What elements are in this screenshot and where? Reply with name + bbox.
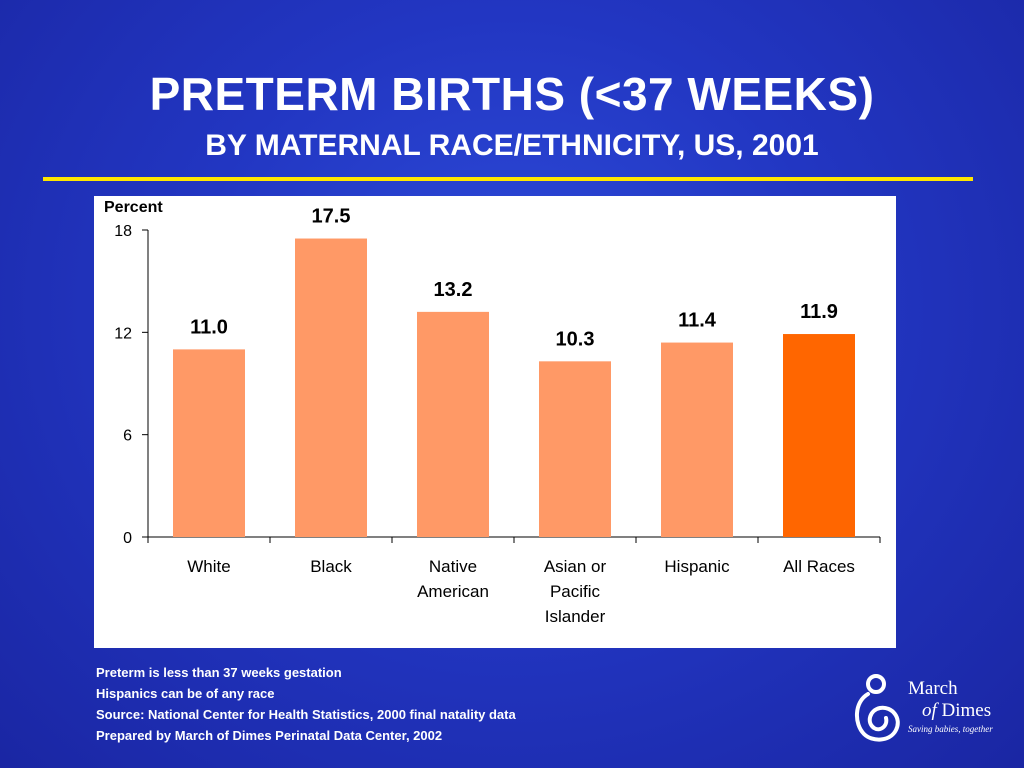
logo-text-of-dimes: of Dimes [922,700,991,722]
logo-text-of: of [922,700,937,721]
footnote: Preterm is less than 37 weeks gestation [96,665,342,680]
x-tick-label: Black [310,557,352,576]
title-divider [43,177,973,181]
x-tick-label: Islander [545,607,606,626]
logo-text-march: March [908,678,958,699]
bar [539,361,611,537]
bar-chart: Percent 0 6 12 18 11.0 White 17.5 Black 13.2 Nativ… [104,199,881,626]
y-tick-label: 18 [114,223,132,240]
data-label: 10.3 [556,328,595,350]
data-label: 11.0 [190,316,228,338]
data-label: 17.5 [312,206,351,228]
chart-panel: Percent 0 6 12 18 11.0 White 17.5 Black 13.2 Nativ… [94,196,896,648]
data-label: 11.9 [800,301,838,323]
bar [417,311,489,537]
data-label: 13.2 [434,279,473,301]
x-tick-label: White [187,557,230,576]
logo-tagline: Saving babies, together [908,724,993,734]
x-tick-label: All Races [783,557,855,576]
x-tick-label: Pacific [550,582,601,601]
y-axis-label: Percent [104,199,163,216]
bar [661,342,733,537]
data-label: 11.4 [678,310,717,332]
slide-title: PRETERM BIRTHS (<37 WEEKS) [149,68,875,120]
x-tick-label: American [417,582,489,601]
logo-text-dimes: Dimes [941,700,992,721]
bar [173,349,245,537]
march-of-dimes-logo: March of Dimes Saving babies, together [850,670,1000,750]
slide-subtitle: BY MATERNAL RACE/ETHNICITY, US, 2001 [205,129,819,162]
x-tick-label: Native [429,557,477,576]
y-tick-label: 12 [114,325,132,342]
footnotes: Preterm is less than 37 weeks gestation … [96,662,736,746]
footnote: Source: National Center for Health Stati… [96,707,516,722]
bar [783,334,855,537]
bar [295,238,367,537]
y-tick-label: 6 [123,428,132,445]
x-tick-label: Asian or [544,557,607,576]
y-tick-label: 0 [123,530,132,547]
x-tick-label: Hispanic [664,557,730,576]
footnote: Hispanics can be of any race [96,686,275,701]
footnote: Prepared by March of Dimes Perinatal Dat… [96,728,443,743]
mother-and-baby-icon [855,674,900,742]
